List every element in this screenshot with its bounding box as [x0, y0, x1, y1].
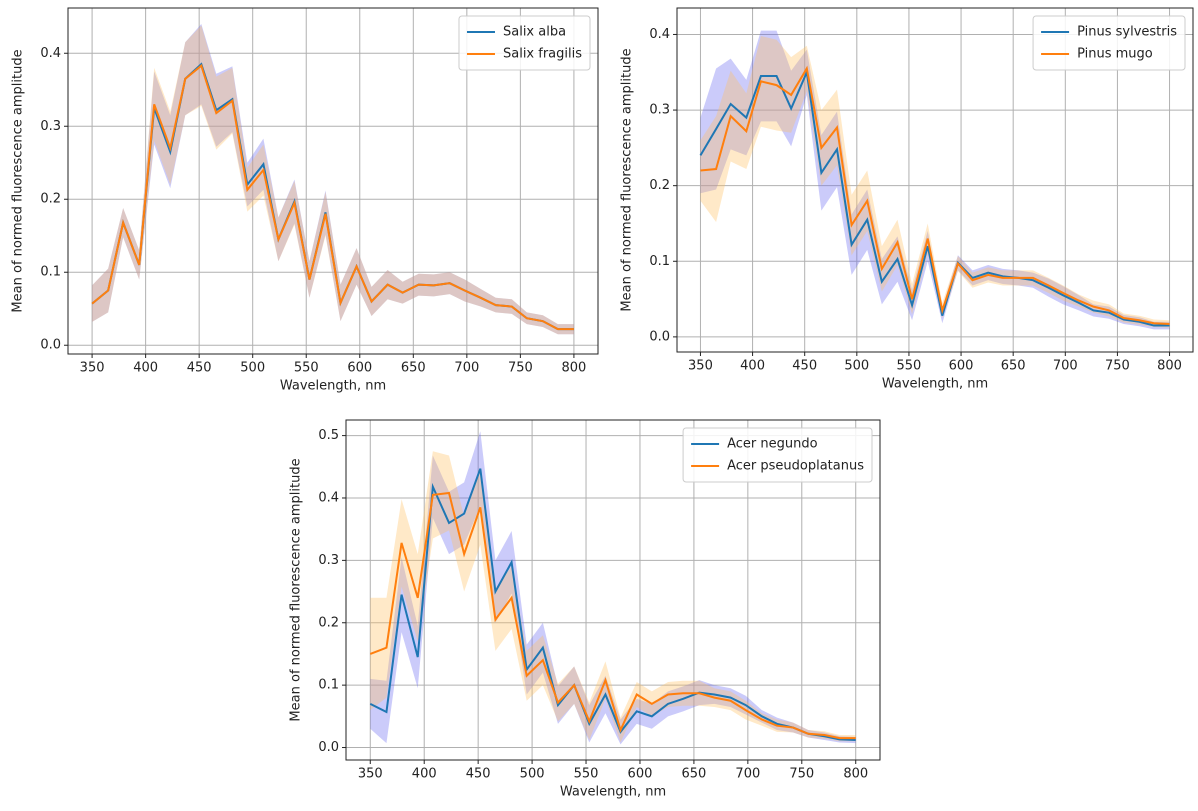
legend-label: Acer negundo	[727, 437, 818, 452]
error-band	[370, 451, 856, 743]
error-band	[700, 35, 1170, 328]
y-tick-label: 0.2	[318, 615, 339, 630]
y-tick-label: 0.2	[40, 192, 61, 207]
y-tick-label: 0.4	[649, 27, 670, 42]
x-tick-label: 650	[681, 767, 706, 782]
y-axis-label: Mean of normed fluorescence amplitude	[289, 458, 304, 721]
legend-frame	[1032, 15, 1186, 71]
x-tick-label: 800	[843, 767, 868, 782]
y-axis-label: Mean of normed fluorescence amplitude	[620, 48, 635, 311]
legend: Acer negundo Acer pseudoplatanus	[682, 427, 873, 483]
series-line	[700, 65, 1170, 326]
x-tick-label: 400	[412, 767, 437, 782]
plot-frame	[676, 7, 1194, 353]
x-tick-label: 600	[347, 361, 372, 376]
x-axis-label: Wavelength, nm	[280, 379, 386, 394]
legend-label: Pinus sylvestris	[1077, 25, 1177, 40]
x-tick-label: 700	[1053, 359, 1078, 374]
series-line	[699, 68, 1170, 327]
x-axis-label: Wavelength, nm	[560, 785, 666, 800]
y-tick-label: 0.2	[649, 178, 670, 193]
y-tick-label: 0.5	[318, 428, 339, 443]
x-tick-label: 550	[897, 359, 922, 374]
x-tick-label: 350	[358, 767, 383, 782]
x-tick-label: 650	[401, 361, 426, 376]
error-band	[92, 25, 574, 335]
subplot: 350 400 450 500 550 600 650 700 750 800 0.0 0.1 0.2 0…	[11, 7, 599, 394]
y-axis-label: Mean of normed fluorescence amplitude	[11, 49, 26, 312]
x-tick-label: 750	[1105, 359, 1130, 374]
legend: Pinus sylvestris Pinus mugo	[1032, 15, 1186, 71]
y-tick-label: 0.3	[649, 103, 670, 118]
x-tick-label: 400	[740, 359, 765, 374]
series-line	[369, 491, 856, 740]
y-tick-label: 0.0	[318, 740, 339, 755]
y-tick-label: 0.1	[40, 265, 61, 280]
y-tick-label: 0.1	[318, 678, 339, 693]
y-tick-label: 0.4	[40, 46, 61, 61]
x-tick-label: 500	[520, 767, 545, 782]
legend-label: Salix fragilis	[503, 47, 582, 62]
legend-frame	[682, 427, 873, 483]
legend-label: Acer pseudoplatanus	[727, 459, 864, 474]
y-tick-label: 0.1	[649, 254, 670, 269]
subplot: 350 400 450 500 550 600 650 700 750 800 0.0 0.1 0.2 0…	[289, 419, 881, 800]
x-tick-label: 650	[1001, 359, 1026, 374]
y-tick-label: 0.3	[318, 553, 339, 568]
x-tick-label: 700	[735, 767, 760, 782]
x-tick-label: 600	[628, 767, 653, 782]
x-tick-label: 750	[789, 767, 814, 782]
x-tick-label: 550	[294, 361, 319, 376]
x-tick-label: 550	[574, 767, 599, 782]
legend: Salix alba Salix fragilis	[458, 15, 591, 71]
x-axis-label: Wavelength, nm	[882, 377, 988, 392]
legend-frame	[458, 15, 591, 71]
series-line	[91, 63, 574, 331]
y-tick-label: 0.0	[40, 338, 61, 353]
x-tick-label: 400	[133, 361, 158, 376]
x-tick-label: 800	[561, 361, 586, 376]
series-line	[369, 468, 856, 742]
x-tick-label: 350	[688, 359, 713, 374]
error-band	[92, 24, 574, 335]
x-tick-label: 700	[454, 361, 479, 376]
y-tick-label: 0.0	[649, 329, 670, 344]
x-tick-label: 450	[187, 361, 212, 376]
y-tick-label: 0.4	[318, 490, 339, 505]
x-tick-label: 750	[508, 361, 533, 376]
plot-frame	[345, 419, 881, 761]
x-tick-label: 500	[240, 361, 265, 376]
legend-label: Salix alba	[503, 25, 566, 40]
x-tick-label: 600	[949, 359, 974, 374]
x-tick-label: 450	[792, 359, 817, 374]
plot-frame	[67, 7, 599, 355]
x-tick-label: 450	[466, 767, 491, 782]
x-tick-label: 800	[1157, 359, 1182, 374]
x-tick-label: 500	[844, 359, 869, 374]
x-tick-label: 350	[80, 361, 105, 376]
subplot: 350 400 450 500 550 600 650 700 750 800 0.0 0.1 0.2 0…	[620, 7, 1194, 392]
legend-label: Pinus mugo	[1077, 47, 1153, 62]
y-tick-label: 0.3	[40, 119, 61, 134]
